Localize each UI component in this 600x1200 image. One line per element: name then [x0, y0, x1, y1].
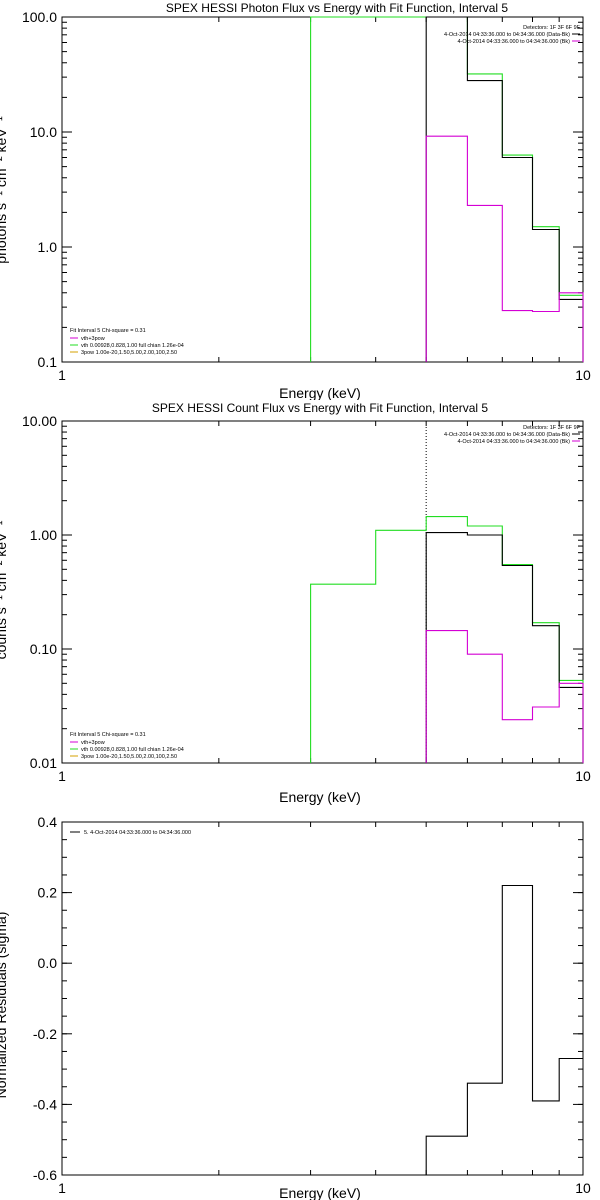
y-axis-label: photons s⁻¹ cm⁻² keV⁻¹ [0, 116, 9, 264]
series-magenta [425, 135, 584, 362]
series-green [310, 16, 584, 362]
x-tick-label: 10 [575, 367, 591, 383]
series-green [310, 516, 584, 763]
legend-detectors: Detectors: 1F 3F 6F 9F [523, 425, 580, 431]
y-axis-label: Normalized Residuals (sigma) [0, 912, 9, 1099]
x-axis-label: Energy (keV) [279, 385, 361, 400]
y-tick-label: -0.4 [33, 1096, 57, 1112]
y-tick-label: 10.0 [30, 124, 57, 140]
legend-detectors: Detectors: 1F 3F 6F 9F [523, 25, 580, 31]
x-tick-label: 1 [58, 367, 66, 383]
y-tick-label: -0.2 [33, 1026, 57, 1042]
legend-top: Detectors: 1F 3F 6F 9F 4-Oct-2014 04:33:… [444, 25, 581, 45]
x-tick-label: 10 [575, 1180, 591, 1196]
chart-title: SPEX HESSI Photon Flux vs Energy with Fi… [166, 1, 508, 15]
y-tick-label: 0.4 [38, 814, 58, 830]
y-tick-label: 10.00 [22, 413, 57, 429]
legend-vth-3pow: vth+3pow [81, 740, 105, 746]
legend-3pow: 3pow 1.00e-20,1.50,5.00,2.00,100,2.50 [81, 350, 177, 356]
plot-frame [61, 420, 584, 764]
x-tick-label: 10 [575, 768, 591, 784]
x-axis-label: Energy (keV) [279, 789, 361, 805]
y-tick-label: 0.1 [38, 354, 58, 370]
y-tick-label: 1.0 [38, 239, 58, 255]
y-tick-label: -0.6 [33, 1167, 57, 1183]
legend-bottom: Fit Interval 5 Chi-square = 0.31 vth+3po… [70, 328, 184, 356]
series-magenta [425, 630, 584, 763]
y-tick-label: 0.2 [38, 885, 58, 901]
x-tick-label: 1 [58, 768, 66, 784]
series-black [425, 532, 584, 763]
y-tick-label: 0.10 [30, 641, 57, 657]
x-tick-label: 1 [58, 1180, 66, 1196]
legend-bk: 4-Oct-2014 04:33:36.000 to 04:34:36.000 … [457, 39, 570, 45]
legend-3pow: 3pow 1.00e-20,1.50,5.00,2.00,100,2.50 [81, 754, 177, 760]
count-flux-chart: SPEX HESSI Count Flux vs Energy with Fit… [0, 401, 591, 805]
y-tick-label: 1.00 [30, 527, 57, 543]
legend-data-bk: 4-Oct-2014 04:33:36.000 to 04:34:36.000 … [444, 432, 570, 438]
y-tick-label: 0.0 [38, 955, 58, 971]
y-tick-label: 0.01 [30, 755, 57, 771]
y-tick-label: 100.0 [22, 9, 57, 25]
y-axis-label: counts s⁻¹ cm⁻² keV⁻¹ [0, 520, 9, 659]
legend-bk: 4-Oct-2014 04:33:36.000 to 04:34:36.000 … [457, 439, 570, 445]
legend-top: Detectors: 1F 3F 6F 9F 4-Oct-2014 04:33:… [444, 425, 581, 445]
x-axis-label: Energy (keV) [279, 1185, 361, 1200]
legend-vth: vth 0.00928,0.828,1.00 full chian 1.26e-… [81, 747, 184, 753]
plot-area: 1 10 -0.6 -0.4 -0.2 0.0 0.2 0.4 [33, 814, 591, 1196]
plot-frame [61, 821, 584, 1176]
legend-data-bk: 4-Oct-2014 04:33:36.000 to 04:34:36.000 … [444, 32, 570, 38]
legend-fit-interval: Fit Interval 5 Chi-square = 0.31 [70, 328, 146, 334]
legend-bottom: Fit Interval 5 Chi-square = 0.31 vth+3po… [70, 732, 184, 760]
chart-title: SPEX HESSI Count Flux vs Energy with Fit… [152, 401, 488, 415]
photon-flux-chart: SPEX HESSI Photon Flux vs Energy with Fi… [0, 1, 591, 400]
legend-vth: vth 0.00928,0.828,1.00 full chian 1.26e-… [81, 343, 184, 349]
residuals-chart: 5. 4-Oct-2014 04:33:36.000 to 04:34:36.0… [0, 814, 591, 1200]
plot-area: 1 10 0.01 0.10 1.00 10.00 [22, 413, 591, 784]
legend-interval: 5. 4-Oct-2014 04:33:36.000 to 04:34:36.0… [84, 830, 191, 836]
legend-fit-interval: Fit Interval 5 Chi-square = 0.31 [70, 732, 146, 738]
plot-area: 1 10 0.1 1.0 10.0 100.0 [22, 9, 591, 383]
series-black [425, 884, 583, 1175]
series-black [425, 16, 584, 362]
legend-top: 5. 4-Oct-2014 04:33:36.000 to 04:34:36.0… [70, 830, 191, 836]
legend-vth-3pow: vth+3pow [81, 336, 105, 342]
